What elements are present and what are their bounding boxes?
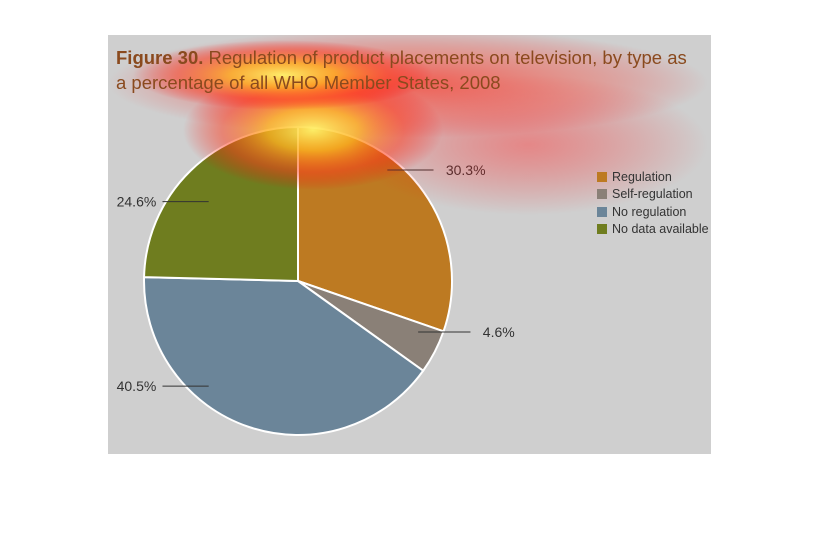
- data-label: 40.5%: [117, 378, 157, 394]
- pie-chart: 30.3% 4.6% 40.5% 24.6%: [117, 125, 515, 436]
- legend-item: Self-regulation: [597, 186, 709, 204]
- figure-title: Figure 30. Regulation of product placeme…: [116, 45, 696, 95]
- pie-slice-no-data-available: [143, 125, 299, 283]
- legend-item: No data available: [597, 221, 709, 239]
- legend-item: No regulation: [597, 203, 709, 221]
- figure-number: Figure 30.: [116, 47, 204, 68]
- data-label: 24.6%: [117, 194, 157, 210]
- legend-swatch: [597, 171, 607, 182]
- legend-label: Regulation: [612, 169, 672, 184]
- pie-slices: [143, 125, 453, 436]
- legend-label: Self-regulation: [612, 187, 693, 202]
- legend: Regulation Self-regulation No regulation No…: [597, 168, 709, 238]
- figure-panel: Figure 30. Regulation of product placeme…: [108, 35, 711, 454]
- legend-label: No data available: [612, 222, 709, 237]
- pie-slice-no-regulation: [143, 276, 425, 436]
- legend-swatch: [597, 189, 607, 200]
- legend-swatch: [597, 224, 607, 235]
- data-label: 30.3%: [446, 162, 486, 178]
- data-label: 4.6%: [483, 324, 515, 340]
- legend-label: No regulation: [612, 204, 687, 219]
- legend-item: Regulation: [597, 168, 709, 186]
- legend-swatch: [597, 206, 607, 217]
